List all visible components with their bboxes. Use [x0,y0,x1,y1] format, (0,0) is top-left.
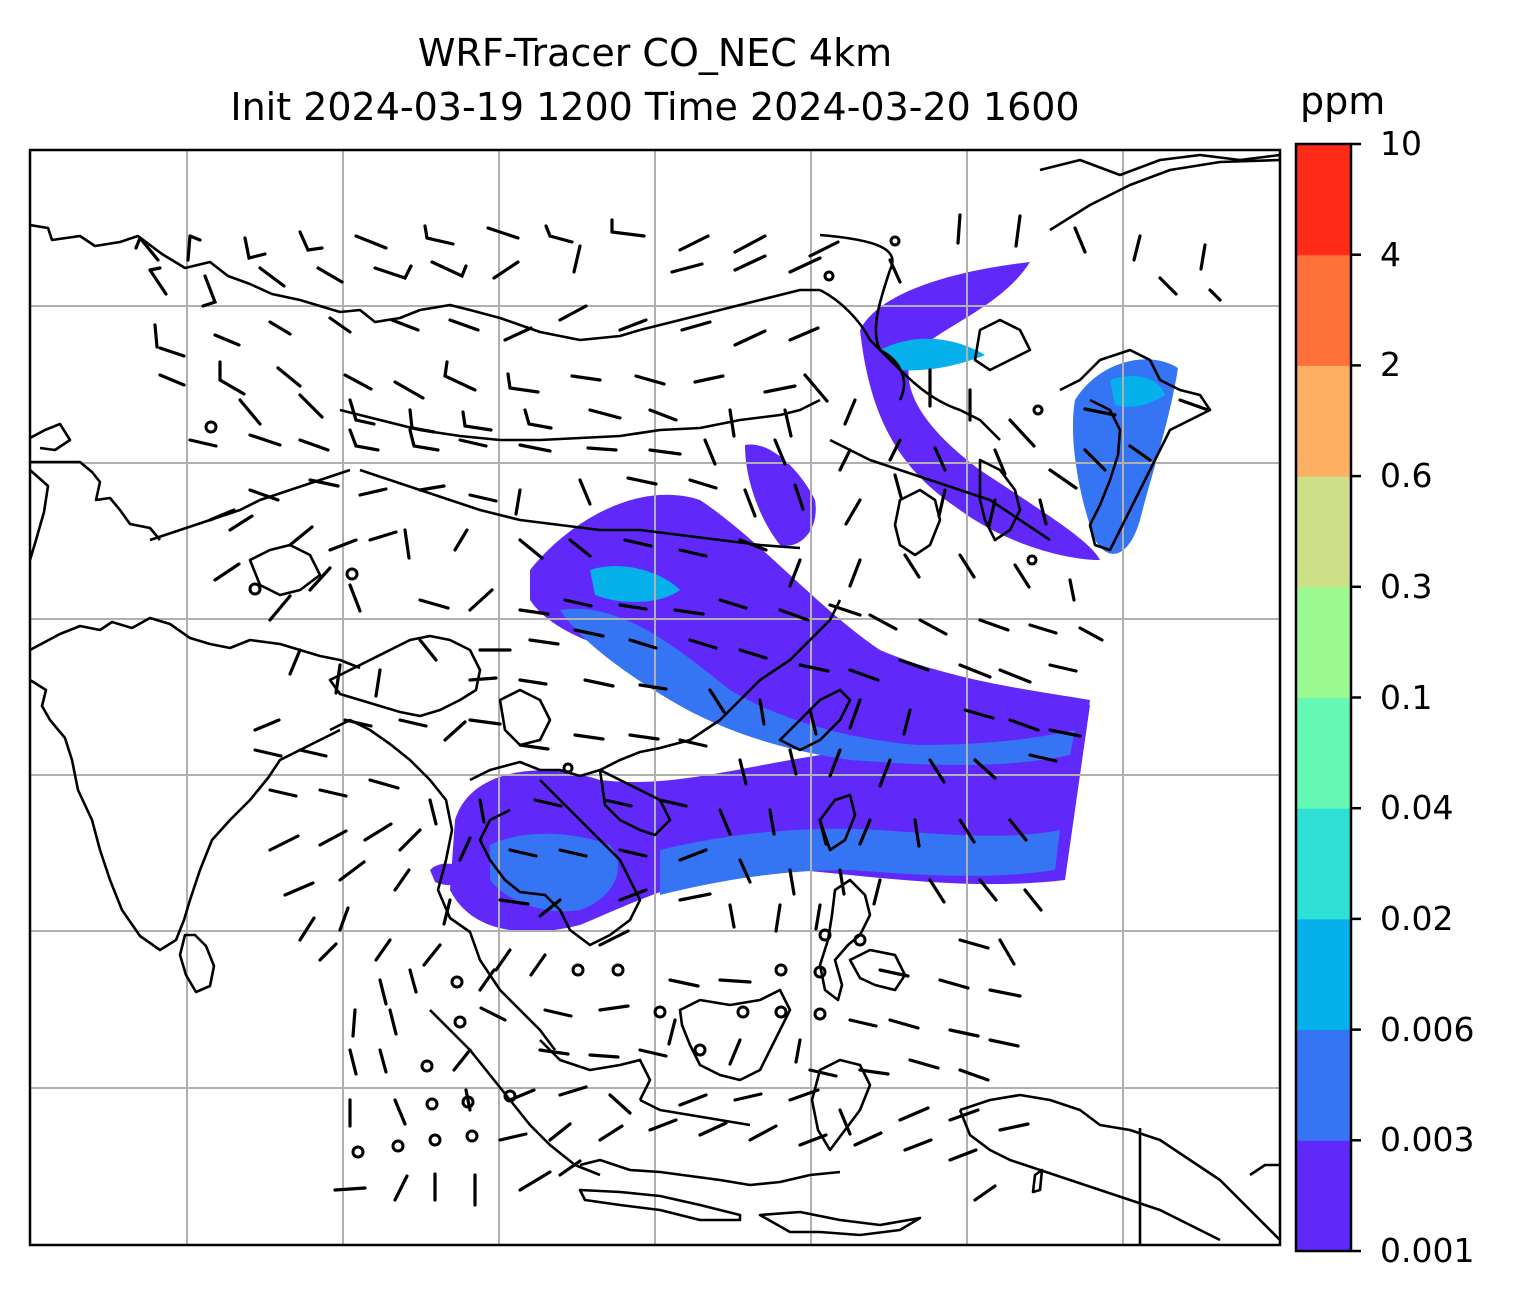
colorbar-segment [1296,254,1351,366]
colorbar-segment [1296,144,1351,256]
colorbar-segment [1296,1029,1351,1141]
plume-north-patch [745,444,816,546]
colorbar-segment [1296,808,1351,920]
map-frame [28,148,1282,1247]
colorbar-tick-label: 2 [1380,345,1401,385]
colorbar [1294,142,1361,1253]
wind-barbs [134,213,1222,1207]
colorbar-tick-label: 0.1 [1380,677,1433,717]
colorbar-tick-label: 0.02 [1380,898,1454,938]
colorbar-tick-label: 0.3 [1380,566,1433,606]
colorbar-tick-label: 4 [1380,234,1401,274]
colorbar-segment [1296,365,1351,477]
colorbar-tick-label: 0.003 [1380,1120,1475,1160]
colorbar-segment [1296,918,1351,1031]
graticule [30,150,1280,1245]
colorbar-segment [1296,697,1351,809]
plume-northeast-loop [860,262,1100,560]
calm-wind-markers [204,235,1044,1159]
tracer-plumes [430,262,1178,932]
colorbar-tick-label: 0.001 [1380,1231,1475,1270]
colorbar-tick-label: 0.04 [1380,788,1454,828]
coastlines [30,153,1280,1245]
colorbar-unit: ppm [1300,79,1386,123]
colorbar-tick-label: 0.006 [1380,1009,1475,1049]
map-subtitle: Init 2024-03-19 1200 Time 2024-03-20 160… [230,85,1080,129]
colorbar-segment [1296,586,1351,698]
colorbar-segment [1296,476,1351,588]
map-title: WRF-Tracer CO_NEC 4km [417,31,893,75]
colorbar-tick-label: 0.6 [1380,456,1433,496]
colorbar-tick-label: 10 [1380,124,1422,163]
colorbar-segment [1296,1140,1351,1252]
